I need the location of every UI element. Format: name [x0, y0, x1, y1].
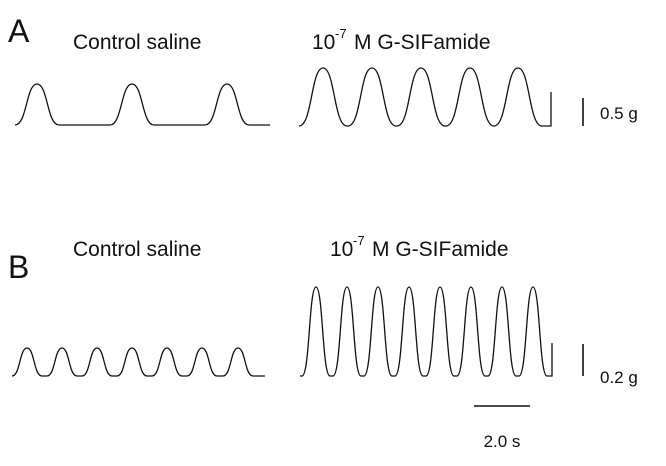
- treatment-base: 10: [330, 238, 353, 261]
- control-label: Control saline: [73, 238, 201, 261]
- treatment-base: 10: [312, 31, 335, 54]
- treatment-label: M G-SIFamide: [354, 31, 491, 54]
- control-label: Control saline: [73, 31, 201, 54]
- trace: [14, 83, 270, 126]
- scale-label: 0.2 g: [600, 368, 638, 387]
- trace: [300, 286, 553, 377]
- trace: [298, 67, 552, 127]
- treatment-label: M G-SIFamide: [372, 238, 509, 261]
- treatment-exponent: -7: [353, 233, 365, 248]
- panel-letter: B: [8, 249, 29, 285]
- trace: [11, 347, 265, 377]
- time-label: 2.0 s: [484, 432, 521, 451]
- panel-letter: A: [8, 13, 30, 49]
- treatment-exponent: -7: [335, 26, 347, 41]
- scale-label: 0.5 g: [600, 104, 638, 123]
